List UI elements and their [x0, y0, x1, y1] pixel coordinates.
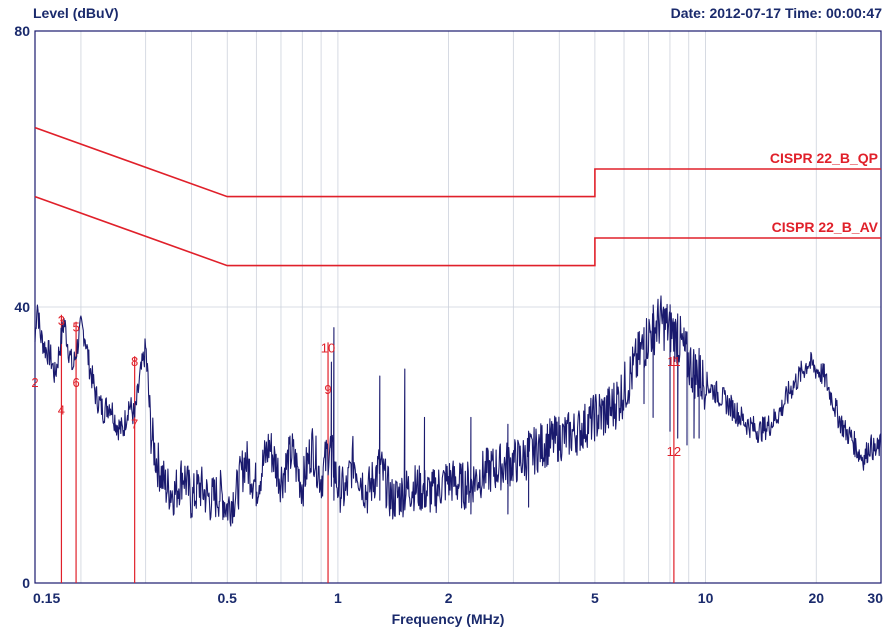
marker-label-4: 4 — [58, 403, 65, 418]
marker-label-8: 8 — [131, 354, 138, 369]
date-time-stamp: Date: 2012-07-17 Time: 00:00:47 — [670, 5, 882, 21]
limit-label-1: CISPR 22_B_QP — [770, 150, 878, 166]
x-tick-label: 5 — [591, 590, 599, 606]
y-tick-label: 40 — [14, 299, 30, 315]
x-tick-label: 20 — [808, 590, 824, 606]
marker-label-11: 11 — [667, 354, 681, 369]
marker-label-2: 2 — [31, 375, 38, 390]
limit-line-1 — [34, 126, 881, 198]
limit-label-2: CISPR 22_B_AV — [772, 219, 879, 235]
marker-label-9: 9 — [324, 382, 331, 397]
x-tick-label: 1 — [334, 590, 342, 606]
limit-line-2 — [34, 195, 881, 267]
x-tick-label: 0.5 — [218, 590, 238, 606]
marker-label-10: 10 — [321, 340, 335, 355]
plot-frame — [34, 30, 882, 584]
x-tick-label: 2 — [445, 590, 453, 606]
y-tick-label: 80 — [14, 23, 30, 39]
x-tick-label: 10 — [698, 590, 714, 606]
marker-label-7: 7 — [131, 416, 138, 431]
y-tick-label: 0 — [22, 575, 30, 591]
measurement-trace — [34, 295, 882, 527]
x-tick-label: 0.15 — [33, 590, 60, 606]
marker-label-5: 5 — [72, 320, 79, 335]
y-axis-label: Level (dBuV) — [33, 5, 119, 21]
x-tick-label: 30 — [867, 590, 883, 606]
x-axis-label: Frequency (MHz) — [391, 611, 505, 627]
marker-label-12: 12 — [667, 444, 681, 459]
marker-label-6: 6 — [72, 375, 79, 390]
marker-label-3: 3 — [58, 313, 65, 328]
